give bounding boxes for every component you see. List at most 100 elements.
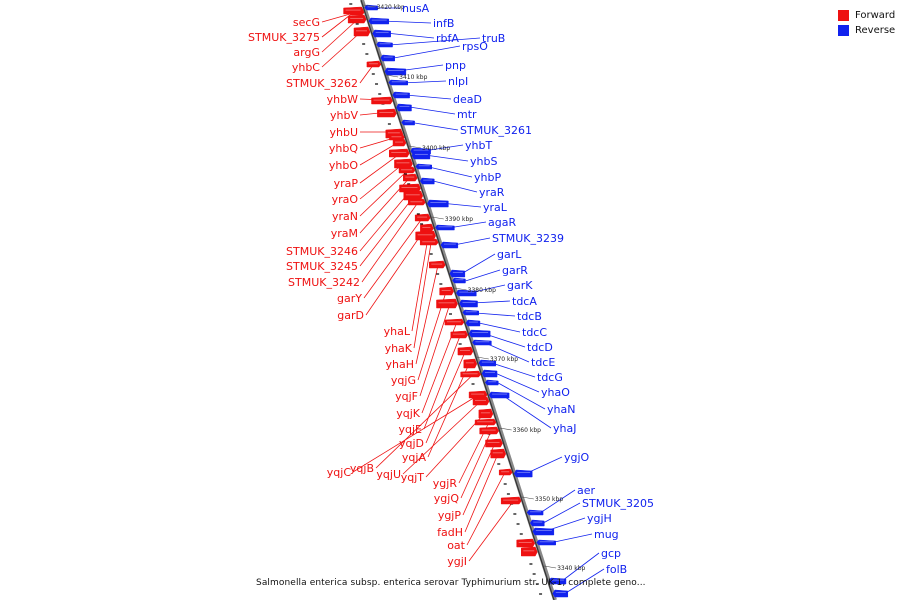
legend-forward-label: Forward [855, 10, 896, 21]
legend-reverse: Reverse [838, 23, 895, 38]
forward-callout-line [413, 241, 432, 349]
forward-gene-block [377, 108, 397, 118]
forward-gene-label: yhbC [292, 61, 320, 74]
legend-reverse-label: Reverse [855, 25, 896, 36]
forward-gene-label: ygjQ [434, 492, 460, 505]
reverse-gene-label: garL [497, 248, 522, 261]
reverse-gene-block [392, 91, 410, 99]
forward-gene-block [347, 14, 367, 24]
forward-gene-label: yqjG [391, 374, 416, 387]
forward-callout-line [365, 226, 427, 316]
forward-callout-line [411, 233, 430, 332]
reverse-gene-block [462, 309, 479, 316]
forward-callout-line [402, 399, 483, 475]
forward-callout-line [352, 393, 481, 473]
reverse-callout-line [433, 180, 478, 193]
forward-gene-label: yqjK [396, 407, 421, 420]
forward-gene-label: STMUK_3246 [286, 245, 358, 258]
kbp-label: 3380 kbp [468, 287, 496, 294]
forward-gene-label: yraP [334, 177, 359, 190]
forward-callout-line [427, 361, 471, 458]
forward-callout-line [462, 441, 496, 516]
reverse-gene-label: pnp [445, 59, 466, 72]
forward-gene-block [450, 330, 469, 339]
legend: Forward Reverse [838, 8, 895, 38]
forward-gene-label: yqjU [376, 468, 401, 481]
reverse-gene-label: STMUK_3239 [492, 232, 564, 245]
reverse-gene-label: aer [577, 484, 596, 497]
kbp-tick [408, 145, 422, 149]
forward-gene-label: ygjI [447, 555, 467, 568]
forward-gene-block [398, 166, 416, 174]
forward-gene-label: ygjR [433, 477, 458, 490]
reverse-gene-label: deaD [453, 93, 482, 106]
reverse-callout-line [428, 166, 473, 178]
reverse-gene-label: rpsO [462, 40, 488, 53]
reverse-callout-line [561, 552, 600, 582]
reverse-gene-label: STMUK_3205 [582, 497, 654, 510]
reverse-gene-label: yhaO [541, 386, 570, 399]
reverse-callout-line [448, 221, 487, 229]
kbp-tick [544, 565, 557, 569]
kbp-tick [499, 427, 512, 431]
reverse-callout-line [424, 154, 469, 162]
forward-gene-label: yhbW [327, 93, 358, 106]
reverse-gene-block [455, 289, 477, 297]
reverse-gene-label: garR [502, 264, 528, 277]
forward-gene-label: ygjP [438, 509, 462, 522]
forward-gene-block [439, 286, 454, 296]
reverse-callout-line [475, 312, 516, 317]
forward-callout-line [419, 301, 451, 397]
reverse-gene-block [415, 163, 433, 170]
reverse-gene-block [526, 509, 544, 516]
reverse-gene-block [472, 339, 492, 346]
reverse-callout-line [472, 300, 511, 304]
forward-gene-label: garD [337, 309, 364, 322]
reverse-callout-line [453, 237, 491, 246]
kbp-label: 3410 kbp [399, 74, 427, 81]
kbp-tick [454, 287, 467, 291]
reverse-gene-block [481, 369, 498, 378]
reverse-gene-block [484, 379, 499, 386]
forward-gene-label: yqjC [327, 466, 352, 479]
forward-gene-block [457, 346, 474, 356]
reverse-gene-label: truB [482, 32, 505, 45]
forward-gene-block [478, 408, 494, 419]
kbp-label: 3360 kbp [513, 427, 541, 434]
reverse-gene-block [536, 539, 556, 546]
forward-gene-block [394, 158, 413, 169]
reverse-gene-label: yhbS [470, 155, 497, 168]
forward-callout-line [321, 9, 357, 38]
reverse-gene-label: tdcB [517, 310, 542, 323]
reverse-gene-label: tdcG [537, 371, 563, 384]
reverse-gene-label: STMUK_3261 [460, 124, 532, 137]
reverse-gene-block [552, 589, 569, 598]
reverse-callout-line [409, 106, 456, 115]
reverse-gene-label: yhaN [547, 403, 575, 416]
forward-callout-line [375, 373, 474, 469]
reverse-gene-label: tdcC [522, 326, 547, 339]
reverse-callout-line [539, 489, 576, 514]
reverse-gene-block [376, 41, 393, 48]
axis-shadow [360, 0, 557, 600]
reverse-gene-block [452, 277, 466, 284]
forward-gene-block [403, 173, 418, 182]
reverse-callout-line [543, 502, 581, 524]
reverse-gene-block [364, 4, 378, 11]
forward-gene-label: yqjT [401, 471, 425, 484]
forward-gene-label: yhbU [329, 126, 358, 139]
forward-callout-line [466, 471, 506, 546]
reverse-gene-label: yraR [479, 186, 505, 199]
reverse-callout-line [527, 456, 563, 474]
reverse-gene-block [380, 54, 395, 62]
reverse-gene-label: mtr [457, 108, 477, 121]
reverse-callout-line [393, 45, 461, 59]
axis-line [360, 0, 555, 600]
forward-gene-block [444, 318, 465, 326]
reverse-gene-label: ygjO [564, 451, 590, 464]
kbp-label: 3420 kbp [377, 4, 405, 11]
forward-callout-line [359, 169, 409, 217]
reverse-gene-label: yhaJ [553, 422, 576, 435]
gene-features [343, 4, 569, 598]
forward-gene-label: yhaK [385, 342, 413, 355]
